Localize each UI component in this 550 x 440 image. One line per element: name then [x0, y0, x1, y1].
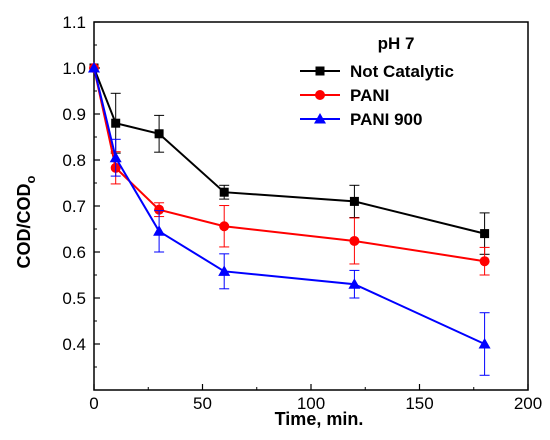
y-tick-label: 1.1 — [62, 13, 86, 32]
data-point — [219, 221, 230, 232]
data-point — [219, 187, 229, 197]
legend-label: PANI 900 — [350, 110, 422, 129]
data-point — [154, 129, 164, 139]
data-point — [479, 256, 490, 267]
legend-title: pH 7 — [378, 34, 415, 53]
data-point — [218, 265, 231, 276]
x-tick-label: 0 — [89, 394, 98, 413]
series-line — [93, 67, 485, 263]
y-tick-label: 0.6 — [62, 243, 86, 262]
x-axis-label: Time, min. — [275, 409, 364, 429]
y-axis-label-subscript: o — [23, 175, 38, 183]
legend-item: PANI 900 — [300, 110, 422, 129]
data-point — [480, 229, 490, 239]
legend-marker — [315, 66, 325, 76]
x-tick-label: 50 — [193, 394, 212, 413]
legend-marker — [314, 113, 326, 124]
y-axis-label-main: COD/COD — [14, 183, 34, 268]
data-point — [154, 204, 165, 215]
y-tick-label: 0.5 — [62, 289, 86, 308]
data-point — [111, 118, 121, 128]
series-not-catalytic — [89, 63, 490, 255]
series-line — [93, 67, 485, 235]
series-line — [93, 67, 486, 345]
series-pani-900 — [88, 62, 491, 376]
data-point — [348, 278, 361, 289]
legend-item: Not Catalytic — [300, 62, 454, 81]
y-tick-label: 0.7 — [62, 197, 86, 216]
data-point — [349, 196, 359, 206]
x-tick-label: 100 — [297, 394, 325, 413]
x-tick-label: 150 — [405, 394, 433, 413]
axis-ticks: 0 50 100 150 200 0.4 0.5 0.6 0.7 0.8 0.9 1.0 1.1 — [62, 13, 542, 413]
data-point — [478, 338, 491, 349]
y-tick-label: 0.8 — [62, 151, 86, 170]
y-tick-label: 0.9 — [62, 105, 86, 124]
series-pani — [89, 63, 490, 276]
y-tick-label: 1.0 — [62, 59, 86, 78]
legend: pH 7 Not Catalytic PANI PANI 900 — [300, 34, 454, 129]
legend-item: PANI — [300, 86, 389, 105]
y-axis-label: COD/CODo — [14, 175, 38, 268]
series-layer — [88, 62, 491, 376]
y-tick-label: 0.4 — [62, 335, 86, 354]
legend-marker — [315, 90, 325, 100]
data-point — [109, 151, 122, 163]
data-point — [153, 225, 166, 236]
data-point — [88, 62, 100, 73]
legend-label: PANI — [350, 86, 389, 105]
legend-label: Not Catalytic — [350, 62, 454, 81]
x-tick-label: 200 — [514, 394, 542, 413]
data-point — [349, 235, 360, 246]
